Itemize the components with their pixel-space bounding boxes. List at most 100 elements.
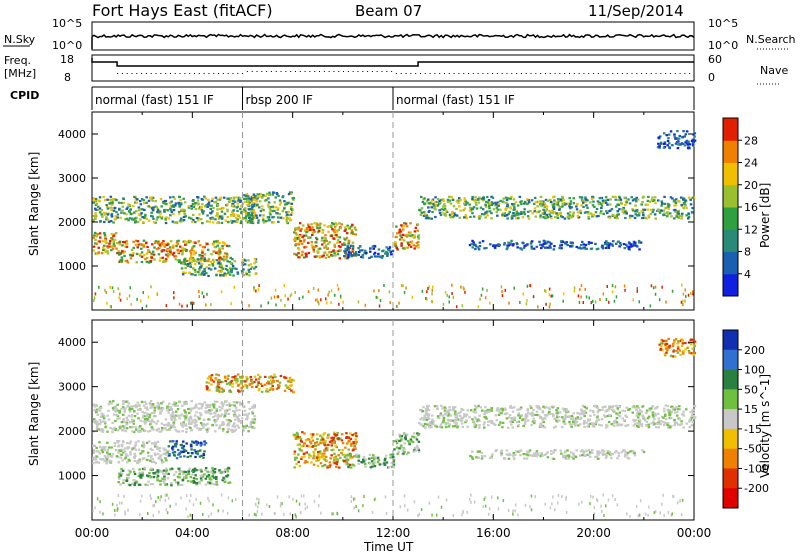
echo-cell [158,215,161,218]
echo-cell [100,252,104,255]
echo-cell [193,418,197,421]
echo-cell [506,246,509,249]
echo-cell [151,250,155,253]
echo-cell [333,457,336,460]
echo-cell [302,444,305,447]
nave-dot [501,73,503,74]
echo-cell [264,194,267,197]
nave-dot [203,73,205,74]
echo-cell [140,444,144,447]
echo-cell [660,200,663,203]
echo-cell [182,219,186,222]
echo-cell [219,471,223,474]
echo-cell [274,196,277,199]
echo-cell [351,449,355,452]
echo-cell [244,426,247,429]
echo-cell [454,419,457,422]
echo-cell [497,202,501,205]
echo-cell [110,446,113,449]
echo-cell [162,240,165,243]
echo-cell [111,238,115,241]
echo-cell [252,198,255,201]
echo-cell [501,212,505,215]
noise-cell [398,301,400,305]
echo-cell [677,137,681,140]
noise-cell [529,283,531,287]
nave-dot [251,71,253,72]
echo-cell [159,212,162,215]
echo-cell [426,423,429,426]
echo-cell [403,442,406,445]
echo-cell [472,215,476,218]
echo-cell [668,417,671,420]
nave-dot [395,73,397,74]
echo-cell [413,446,417,449]
echo-cell [556,198,560,201]
echo-cell [203,450,206,453]
echo-cell [404,222,408,225]
echo-cell [376,457,380,460]
echo-cell [112,400,115,403]
echo-cell [180,208,183,211]
echo-cell [138,483,142,486]
echo-cell [635,414,638,417]
echo-cell [339,437,342,440]
echo-cell [423,203,426,206]
echo-cell [683,204,687,207]
echo-cell [185,474,188,477]
echo-cell [602,212,605,215]
echo-cell [564,203,567,206]
echo-cell [451,409,454,412]
echo-cell [510,217,514,220]
echo-cell [497,413,501,416]
echo-cell [307,251,311,255]
echo-cell [95,455,98,458]
echo-cell [563,409,566,412]
echo-cell [317,457,321,460]
echo-cell [686,143,689,146]
echo-cell [619,241,622,245]
echo-cell [178,417,181,420]
echo-cell [116,252,119,255]
echo-cell [644,203,648,206]
echo-cell [137,429,140,432]
echo-cell [106,441,109,444]
echo-cell [634,419,638,422]
echo-cell [656,422,659,425]
echo-cell [156,401,160,404]
echo-cell [290,211,294,214]
echo-cell [432,420,435,423]
echo-cell [222,274,225,277]
echo-cell [172,209,176,212]
echo-cell [667,137,670,140]
echo-cell [114,428,118,431]
echo-cell [528,201,531,204]
echo-cell [181,404,184,407]
echo-cell [111,407,115,410]
echo-cell [632,240,636,243]
echo-cell [571,416,575,419]
noise-cell [117,287,119,291]
echo-cell [464,414,468,417]
echo-cell [145,406,148,409]
echo-cell [555,409,558,412]
echo-cell [113,442,117,445]
echo-cell [517,212,521,215]
echo-cell [208,471,211,474]
noise-cell [388,290,391,294]
echo-cell [456,426,459,429]
echo-cell [217,415,220,418]
echo-cell [535,245,539,248]
echo-cell [394,243,397,246]
echo-cell [332,439,335,442]
echo-cell [219,262,222,265]
echo-cell [525,415,529,418]
echo-cell [128,484,132,487]
echo-cell [171,403,175,406]
echo-cell [678,134,681,138]
echo-cell [411,435,414,438]
echo-cell [195,442,199,445]
echo-cell [369,250,372,253]
echo-cell [315,255,319,258]
echo-cell [685,214,688,217]
